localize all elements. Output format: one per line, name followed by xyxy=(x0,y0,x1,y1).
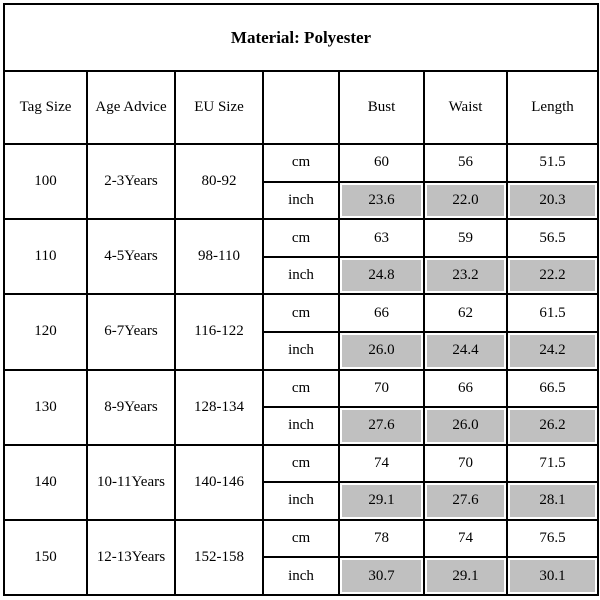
unit-cm-cell: cm xyxy=(262,143,340,183)
table-row-cm: 100 2-3Years 80-92 cm 60 56 51.5 xyxy=(3,143,599,221)
header-age-advice: Age Advice xyxy=(86,70,176,146)
eu-size-cell: 116-122 xyxy=(174,293,264,371)
waist-inch-cell: 22.0 xyxy=(423,180,508,221)
table-row-inch: inch 29.1 27.6 28.1 xyxy=(4,481,599,521)
unit-cm-cell: cm xyxy=(262,443,340,484)
age-advice-cell: 8-9Years xyxy=(86,368,176,446)
table-row-inch: inch 24.8 23.2 22.2 xyxy=(4,255,599,296)
length-inch-cell: 26.2 xyxy=(506,406,599,446)
waist-inch-cell: 26.0 xyxy=(423,406,508,446)
table-row-inch: inch 26.0 24.4 24.2 xyxy=(4,330,599,371)
header-length: Length xyxy=(506,70,599,146)
waist-inch-cell: 24.4 xyxy=(423,330,508,371)
table-row-cm: 130 8-9Years 128-134 cm 70 66 66.5 xyxy=(3,368,599,446)
tag-size-cell: 150 xyxy=(3,518,88,597)
eu-size-cell: 98-110 xyxy=(174,218,264,296)
length-cm-cell: 71.5 xyxy=(506,443,599,484)
length-cm-cell: 61.5 xyxy=(506,293,599,333)
unit-inch-cell: inch xyxy=(262,180,340,221)
bust-cm-cell: 60 xyxy=(338,143,425,183)
waist-inch-cell: 23.2 xyxy=(423,255,508,296)
age-advice-cell: 12-13Years xyxy=(86,518,176,597)
table-row-cm: 140 10-11Years 140-146 cm 74 70 71.5 xyxy=(3,443,599,521)
bust-inch-cell: 23.6 xyxy=(338,180,425,221)
unit-inch-cell: inch xyxy=(262,481,340,521)
bust-cm-cell: 66 xyxy=(338,293,425,333)
bust-inch-cell: 24.8 xyxy=(338,255,425,296)
header-eu-size: EU Size xyxy=(174,70,264,146)
length-inch-cell: 20.3 xyxy=(506,180,599,221)
table-row-inch: inch 27.6 26.0 26.2 xyxy=(4,406,599,446)
unit-cm-cell: cm xyxy=(262,368,340,409)
unit-inch-cell: inch xyxy=(262,255,340,296)
table-title: Material: Polyester xyxy=(3,2,599,73)
length-cm-cell: 76.5 xyxy=(506,518,599,559)
unit-inch-cell: inch xyxy=(262,330,340,371)
tag-size-cell: 100 xyxy=(3,143,88,221)
header-tag-size: Tag Size xyxy=(3,70,88,146)
waist-cm-cell: 70 xyxy=(423,443,508,484)
waist-cm-cell: 62 xyxy=(423,293,508,333)
eu-size-cell: 140-146 xyxy=(174,443,264,521)
bust-inch-cell: 27.6 xyxy=(338,406,425,446)
waist-cm-cell: 66 xyxy=(423,368,508,409)
bust-inch-cell: 29.1 xyxy=(338,481,425,521)
unit-cm-cell: cm xyxy=(262,293,340,333)
header-unit xyxy=(262,70,340,146)
waist-cm-cell: 56 xyxy=(423,143,508,183)
table-row-cm: 120 6-7Years 116-122 cm 66 62 61.5 xyxy=(3,293,599,371)
size-chart-table: Material: Polyester Tag Size Age Advice … xyxy=(3,2,599,597)
waist-inch-cell: 29.1 xyxy=(423,556,508,596)
table-row-cm: 150 12-13Years 152-158 cm 78 74 76.5 xyxy=(3,518,599,597)
bust-cm-cell: 78 xyxy=(338,518,425,559)
table-row-cm: 110 4-5Years 98-110 cm 63 59 56.5 xyxy=(3,218,599,296)
bust-cm-cell: 74 xyxy=(338,443,425,484)
table-row-inch: inch 23.6 22.0 20.3 xyxy=(4,180,599,221)
tag-size-cell: 130 xyxy=(3,368,88,446)
table-row-inch: inch 30.7 29.1 30.1 xyxy=(4,556,599,596)
length-inch-cell: 30.1 xyxy=(506,556,599,596)
length-cm-cell: 56.5 xyxy=(506,218,599,258)
unit-cm-cell: cm xyxy=(262,518,340,559)
age-advice-cell: 2-3Years xyxy=(86,143,176,221)
unit-cm-cell: cm xyxy=(262,218,340,258)
eu-size-cell: 80-92 xyxy=(174,143,264,221)
header-bust: Bust xyxy=(338,70,425,146)
length-cm-cell: 51.5 xyxy=(506,143,599,183)
waist-cm-cell: 74 xyxy=(423,518,508,559)
tag-size-cell: 140 xyxy=(3,443,88,521)
age-advice-cell: 10-11Years xyxy=(86,443,176,521)
bust-cm-cell: 70 xyxy=(338,368,425,409)
age-advice-cell: 4-5Years xyxy=(86,218,176,296)
length-inch-cell: 22.2 xyxy=(506,255,599,296)
bust-inch-cell: 30.7 xyxy=(338,556,425,596)
bust-cm-cell: 63 xyxy=(338,218,425,258)
length-inch-cell: 28.1 xyxy=(506,481,599,521)
unit-inch-cell: inch xyxy=(262,406,340,446)
eu-size-cell: 152-158 xyxy=(174,518,264,597)
tag-size-cell: 110 xyxy=(3,218,88,296)
length-inch-cell: 24.2 xyxy=(506,330,599,371)
waist-inch-cell: 27.6 xyxy=(423,481,508,521)
eu-size-cell: 128-134 xyxy=(174,368,264,446)
unit-inch-cell: inch xyxy=(262,556,340,596)
tag-size-cell: 120 xyxy=(3,293,88,371)
header-waist: Waist xyxy=(423,70,508,146)
age-advice-cell: 6-7Years xyxy=(86,293,176,371)
bust-inch-cell: 26.0 xyxy=(338,330,425,371)
length-cm-cell: 66.5 xyxy=(506,368,599,409)
waist-cm-cell: 59 xyxy=(423,218,508,258)
header-row: Tag Size Age Advice EU Size Bust Waist L… xyxy=(3,70,599,146)
